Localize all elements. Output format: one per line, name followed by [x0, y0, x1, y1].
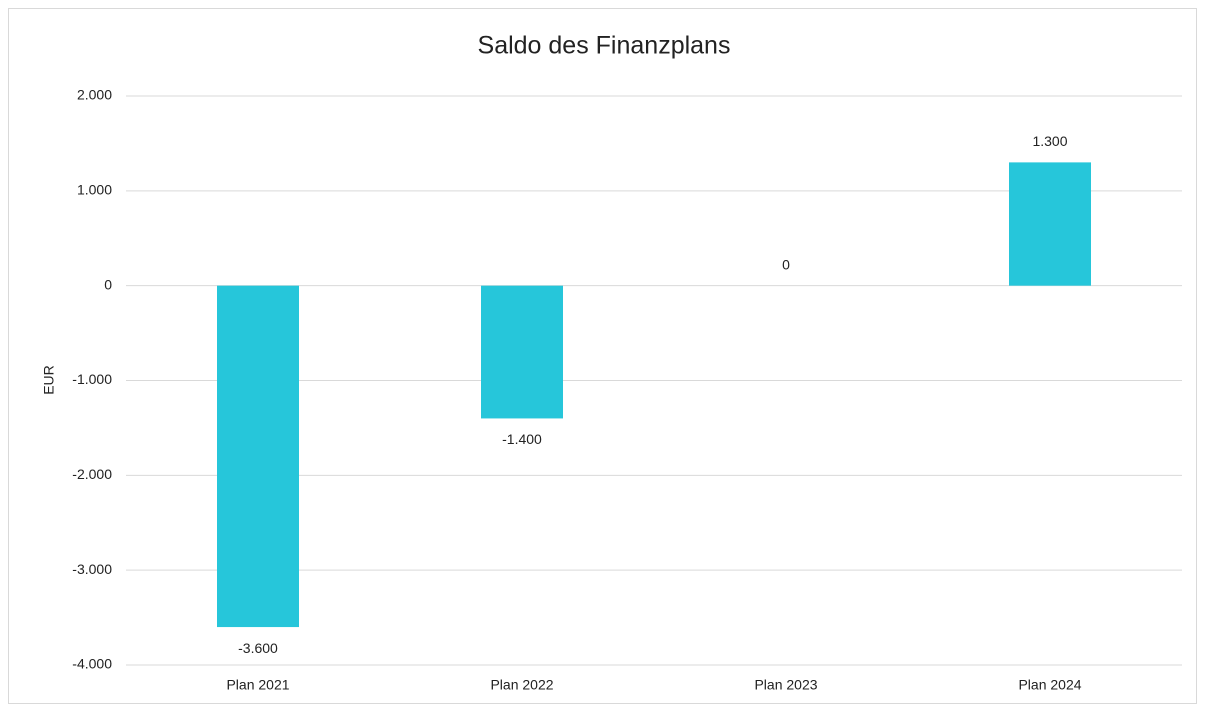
x-tick-label: Plan 2021 [226, 677, 289, 693]
data-label: 1.300 [1032, 133, 1067, 149]
x-tick-label: Plan 2023 [754, 677, 817, 693]
bar [1009, 162, 1091, 286]
data-label: -1.400 [502, 431, 542, 447]
y-tick-label: -4.000 [72, 656, 112, 672]
bar [481, 285, 563, 419]
chart-border [8, 8, 1197, 704]
data-label: 0 [782, 256, 790, 272]
y-tick-label: 0 [104, 276, 112, 292]
y-tick-label: -3.000 [72, 561, 112, 577]
y-tick-label: -2.000 [72, 466, 112, 482]
y-tick-label: 1.000 [77, 182, 112, 198]
x-tick-label: Plan 2022 [490, 677, 553, 693]
y-tick-label: 2.000 [77, 87, 112, 103]
y-axis-label: EUR [41, 365, 57, 395]
y-tick-label: -1.000 [72, 371, 112, 387]
x-tick-label: Plan 2024 [1018, 677, 1081, 693]
bar [217, 285, 299, 628]
chart-title: Saldo des Finanzplans [478, 32, 731, 60]
data-label: -3.600 [238, 640, 278, 656]
